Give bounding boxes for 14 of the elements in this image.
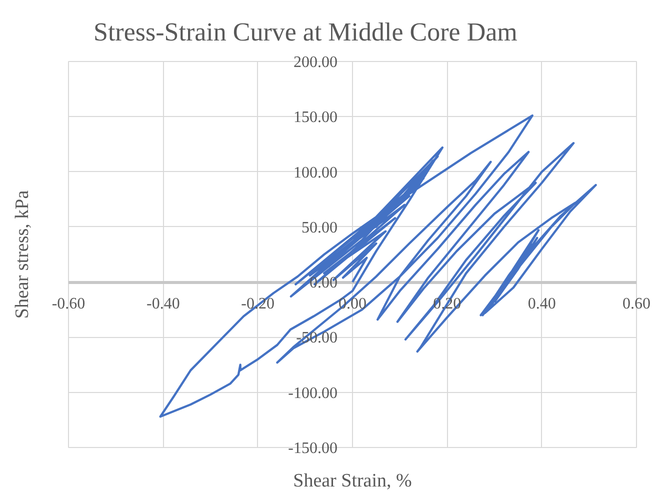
y-tick-label: 150.00 <box>294 109 338 126</box>
y-axis-title: Shear stress, kPa <box>12 190 34 319</box>
y-tick-label: -150.00 <box>288 440 338 457</box>
x-tick-label: -0.60 <box>52 296 86 312</box>
y-tick-label: 200.00 <box>294 54 338 71</box>
y-tick-label: -100.00 <box>288 384 338 402</box>
y-tick-label: 100.00 <box>294 164 338 182</box>
x-tick-label: -0.40 <box>146 296 180 312</box>
x-axis-title: Shear Strain, % <box>293 470 412 491</box>
y-tick-label: 0.00 <box>310 274 338 292</box>
x-tick-label: 0.40 <box>528 296 556 312</box>
y-tick-label: 50.00 <box>302 219 338 236</box>
x-tick-label: 0.60 <box>622 296 650 312</box>
chart-title: Stress-Strain Curve at Middle Core Dam <box>94 18 518 46</box>
